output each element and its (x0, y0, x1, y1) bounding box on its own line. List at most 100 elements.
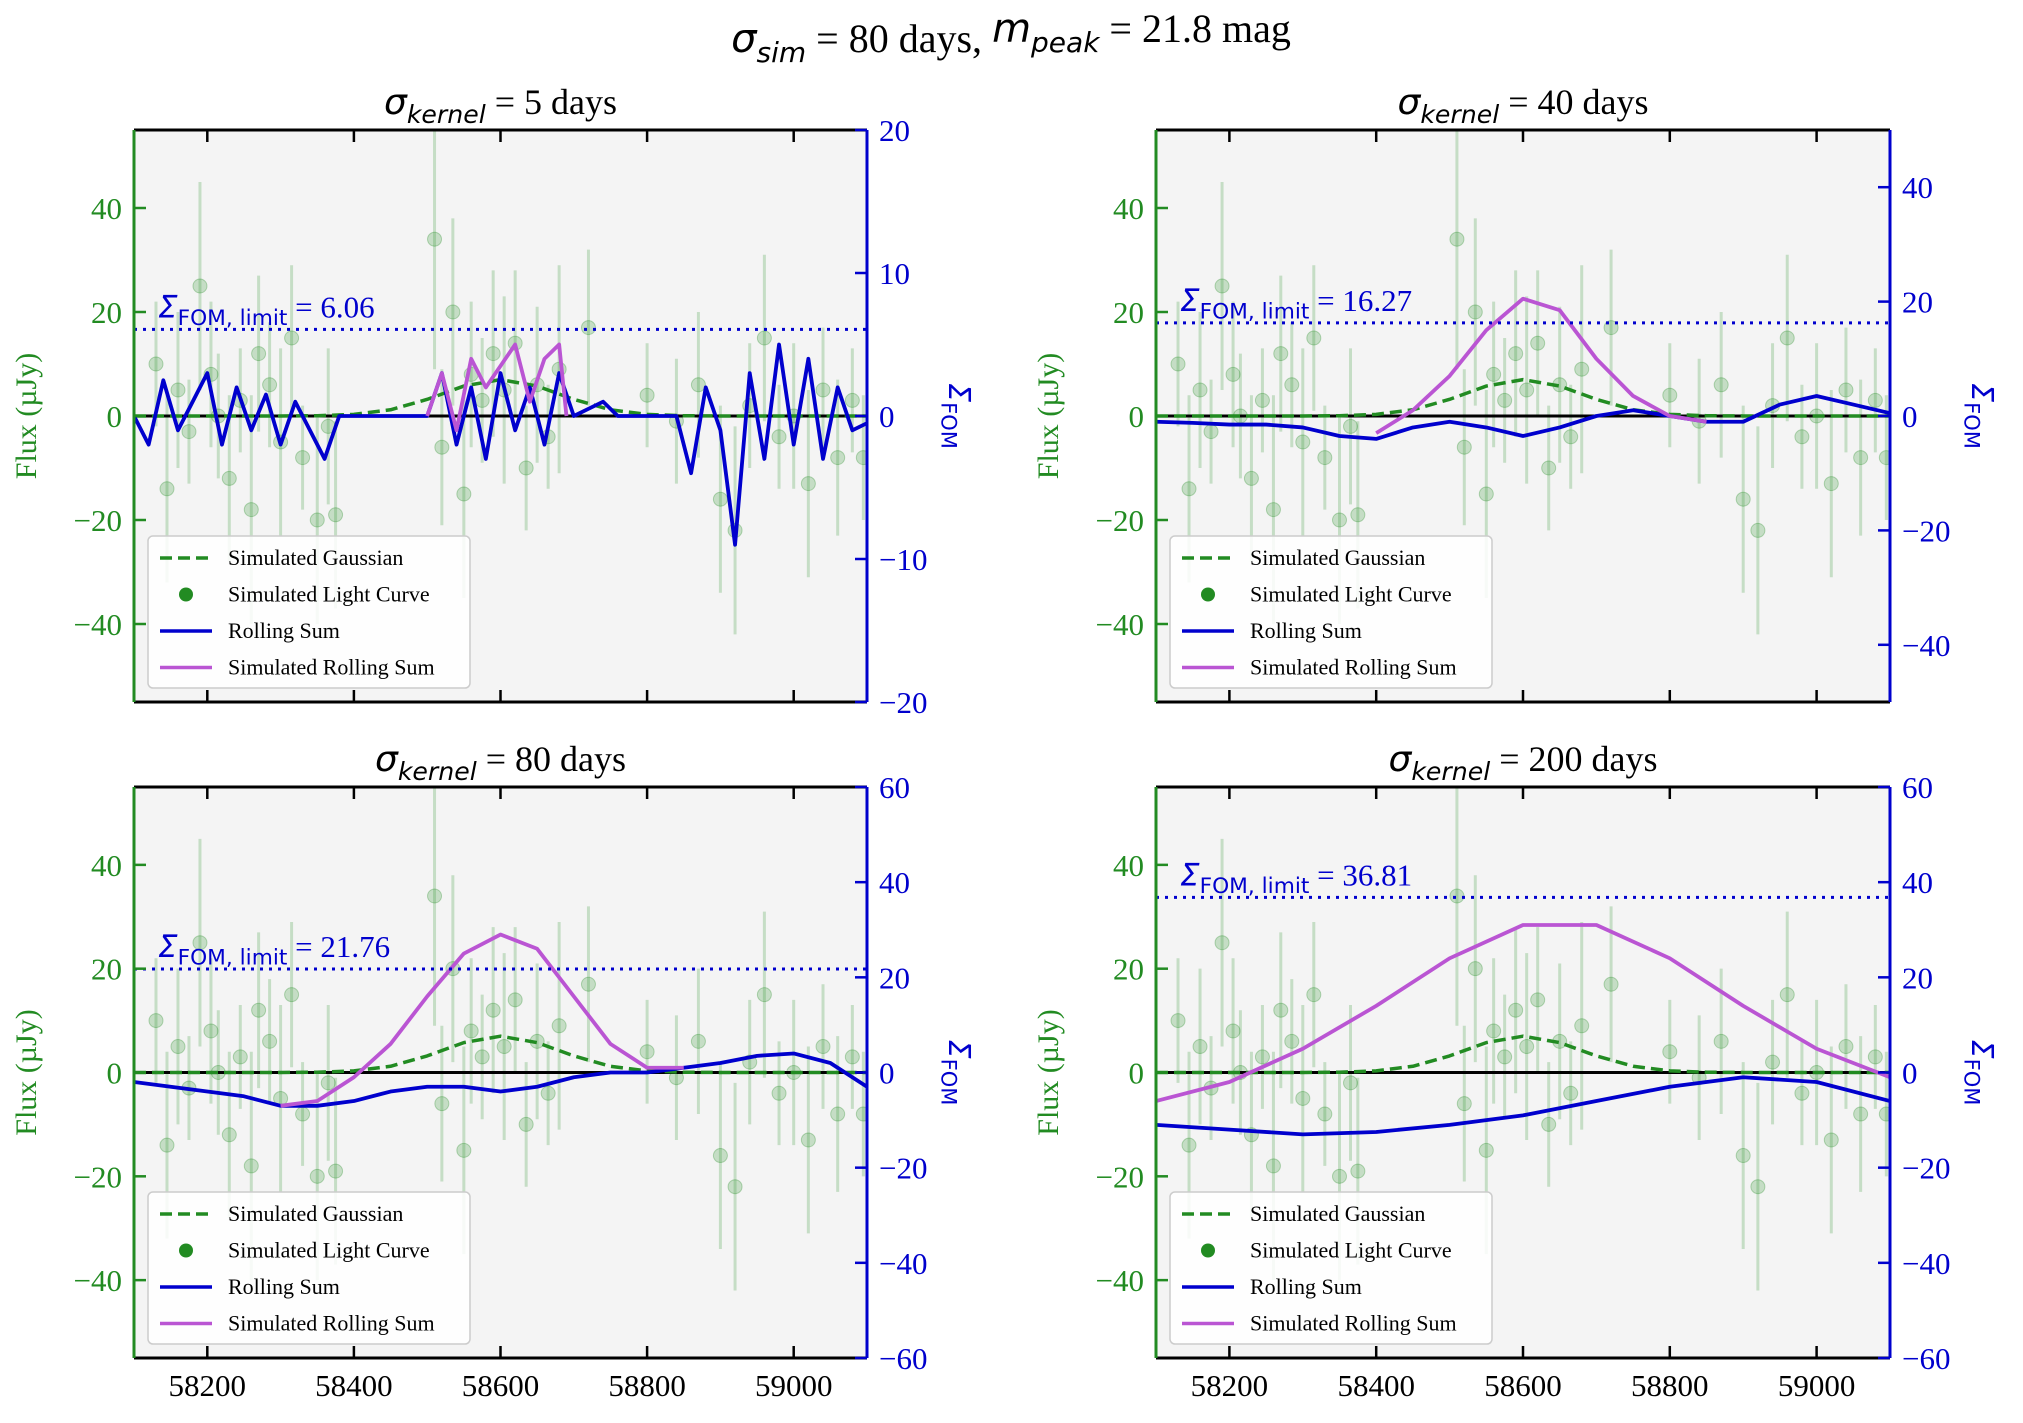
data-point (1574, 1018, 1590, 1034)
y-axis-label: Flux (µJy) (1032, 1009, 1065, 1135)
data-point (1449, 231, 1465, 247)
legend-marker (1201, 587, 1215, 602)
plot-area (134, 787, 867, 1291)
x-tick-label: 58800 (608, 1368, 686, 1403)
x-tick-label: 58400 (1337, 1368, 1415, 1403)
data-point (1467, 961, 1483, 977)
x-tick-label: 59000 (1778, 1368, 1856, 1403)
data-point (1284, 377, 1300, 393)
data-point (830, 450, 846, 466)
data-point (518, 460, 534, 476)
data-point (1343, 1075, 1359, 1091)
y2-tick-label: 20 (879, 960, 910, 995)
limit-label: ΣFOM, limit = 6.06 (158, 289, 375, 331)
data-point (1273, 346, 1289, 362)
text: = 36.81 (1309, 857, 1412, 892)
y2-axis-label: ΣFOM (937, 1040, 977, 1106)
y2-tick-label: −40 (879, 1246, 927, 1281)
data-point (1823, 1132, 1839, 1148)
data-point (712, 1148, 728, 1164)
x-tick-label: 58400 (315, 1368, 393, 1403)
y-tick-label: −20 (1096, 1159, 1144, 1194)
data-point (1350, 507, 1366, 523)
data-point (170, 1039, 186, 1055)
y-tick-label: 0 (107, 1056, 123, 1091)
data-point (181, 424, 197, 440)
data-point (1181, 481, 1197, 497)
data-point (580, 320, 596, 336)
series-line (1156, 923, 1890, 1103)
legend: Simulated Gaussian Simulated Light Curve R… (1169, 1191, 1493, 1345)
subscript: FOM (937, 1059, 961, 1106)
data-point (1765, 1054, 1781, 1070)
data-point (1867, 392, 1883, 408)
data-point (309, 1168, 325, 1184)
legend: Simulated Gaussian Simulated Light Curve R… (147, 535, 471, 689)
data-point (445, 304, 461, 320)
data-point (456, 1142, 472, 1158)
subscript: kernel (398, 757, 477, 786)
data-point (1273, 1002, 1289, 1018)
data-point (1735, 1148, 1751, 1164)
y2-tick-label: −20 (879, 685, 927, 720)
legend-label: Simulated Gaussian (228, 545, 403, 570)
y2-tick-label: −10 (879, 542, 927, 577)
series-line (134, 1034, 867, 1075)
data-point (295, 450, 311, 466)
data-point (1662, 1044, 1678, 1060)
data-point (1467, 304, 1483, 320)
data-point (1519, 382, 1535, 398)
text: = 200 days (1490, 739, 1657, 779)
data-point (1853, 1106, 1869, 1122)
y2-tick-label: 0 (1902, 1056, 1918, 1091)
subplot-title: σkernel = 80 days (375, 739, 626, 786)
y-tick-label: 0 (1129, 1056, 1145, 1091)
legend-label: Simulated Gaussian (1250, 1201, 1425, 1226)
data-point (159, 1137, 175, 1153)
text: = 40 days (1499, 82, 1648, 122)
y2-tick-label: −20 (1902, 513, 1950, 548)
data-point (727, 1179, 743, 1195)
legend-label: Simulated Rolling Sum (1250, 655, 1457, 680)
symbol: σ (731, 16, 758, 62)
legend-box (1169, 1191, 1493, 1345)
data-point (855, 1106, 867, 1122)
data-point (1662, 387, 1678, 403)
data-point (328, 507, 344, 523)
y2-axis-label: ΣFOM (1960, 383, 2000, 449)
text: = 5 days (486, 82, 617, 122)
y2-tick-label: 0 (1902, 399, 1918, 434)
data-point (496, 1039, 512, 1055)
data-point (1508, 346, 1524, 362)
legend-label: Simulated Gaussian (1250, 545, 1425, 570)
y-axis-label: Flux (µJy) (10, 1009, 43, 1135)
symbol: Σ (158, 289, 178, 325)
legend-label: Rolling Sum (228, 1274, 340, 1299)
y2-tick-label: 20 (1902, 960, 1933, 995)
data-point (1713, 1033, 1729, 1049)
data-point (1295, 1090, 1311, 1106)
y-tick-label: 40 (1113, 191, 1144, 226)
data-point (712, 491, 728, 507)
legend-label: Simulated Rolling Sum (228, 1311, 435, 1336)
data-point (1214, 278, 1230, 294)
data-point (1563, 1085, 1579, 1101)
data-point (1449, 888, 1465, 904)
series-line (134, 342, 867, 547)
data-point (463, 1023, 479, 1039)
data-point (1750, 1179, 1766, 1195)
data-point (1332, 512, 1347, 528)
text: = 21.76 (287, 929, 390, 964)
symbol: σ (1388, 739, 1412, 780)
x-tick-label: 58200 (169, 1368, 247, 1403)
data-point (1170, 1013, 1186, 1029)
data-point (1574, 361, 1590, 377)
data-point (1306, 987, 1322, 1003)
series-line (134, 1051, 867, 1108)
y2-tick-label: 40 (1902, 865, 1933, 900)
data-point (1878, 1106, 1890, 1122)
data-point (474, 392, 490, 408)
data-point (284, 330, 300, 346)
data-point (855, 450, 867, 466)
